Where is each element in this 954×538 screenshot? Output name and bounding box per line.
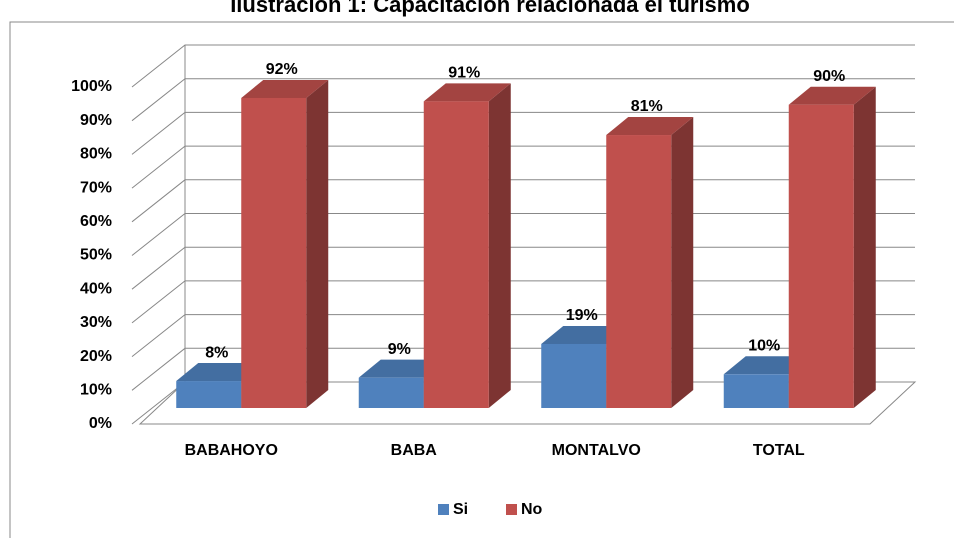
bar (788, 104, 854, 408)
grid-line (131, 111, 915, 155)
value-label: 92% (266, 61, 298, 78)
y-tick-label: 80% (80, 146, 112, 163)
bar (358, 377, 424, 408)
bar-side (488, 83, 511, 408)
bar (423, 101, 489, 408)
y-tick-label: 10% (80, 382, 112, 399)
grid-line (131, 44, 915, 88)
grid-line (131, 78, 915, 122)
value-label: 19% (566, 307, 598, 324)
legend-swatch (506, 504, 517, 515)
y-tick-label: 50% (80, 247, 112, 264)
y-tick-label: 100% (71, 78, 112, 95)
legend-swatch (438, 504, 449, 515)
value-label: 90% (813, 68, 845, 85)
value-label: 10% (748, 338, 780, 355)
bar-side (853, 86, 876, 408)
bar (606, 135, 672, 408)
bar (241, 97, 307, 409)
y-tick-label: 40% (80, 280, 112, 297)
bar-top (788, 86, 876, 105)
x-tick-label: BABA (391, 442, 438, 459)
legend-label: Si (453, 501, 468, 518)
y-tick-label: 30% (80, 314, 112, 331)
bar-top (423, 83, 511, 102)
y-tick-label: 90% (80, 112, 112, 129)
legend-label: No (521, 501, 543, 518)
x-tick-label: TOTAL (753, 442, 805, 459)
y-tick-label: 20% (80, 348, 112, 365)
bar (176, 381, 242, 408)
y-tick-label: 70% (80, 179, 112, 196)
value-label: 91% (448, 65, 480, 82)
x-tick-label: MONTALVO (552, 442, 641, 459)
bar (723, 374, 789, 408)
value-label: 9% (388, 341, 411, 358)
value-label: 8% (205, 344, 228, 361)
bar (541, 343, 607, 408)
chart-title: Ilustración 1: Capacitación relacionada … (230, 0, 750, 17)
bar-top (606, 117, 694, 136)
value-label: 81% (631, 98, 663, 115)
x-tick-label: BABAHOYO (185, 442, 278, 459)
bar-side (671, 117, 694, 408)
bar-side (306, 79, 329, 409)
bar-top (241, 79, 329, 98)
y-tick-label: 0% (89, 415, 112, 432)
y-tick-label: 60% (80, 213, 112, 230)
